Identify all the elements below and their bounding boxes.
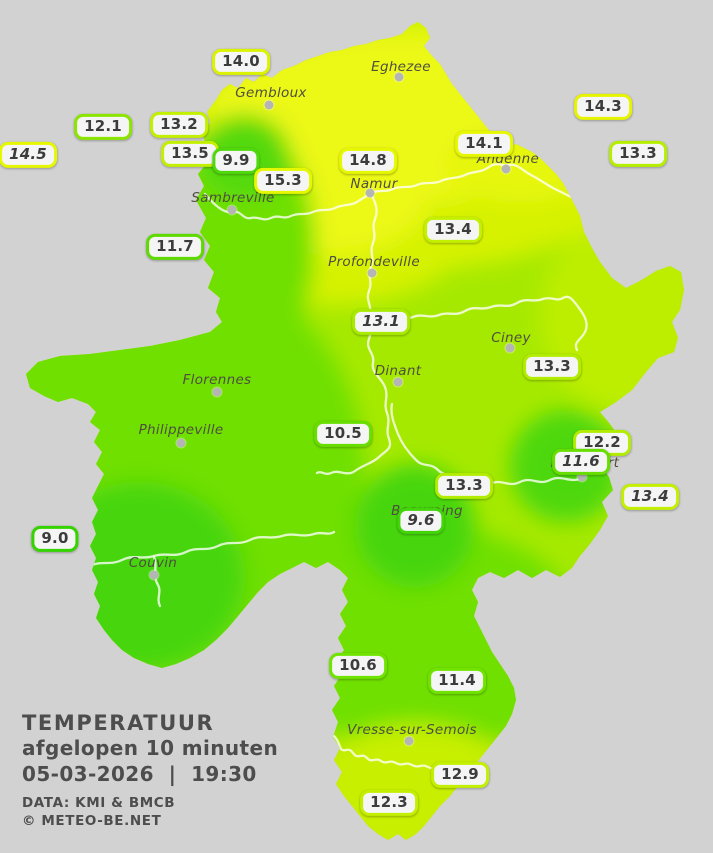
city-dot — [501, 164, 511, 174]
city-label: Sambreville — [191, 190, 275, 206]
temp-label: 10.5 — [314, 420, 372, 448]
city-label: Vresse-sur-Semois — [347, 722, 477, 738]
temp-label: 9.6 — [397, 507, 445, 535]
city-dot — [212, 387, 222, 397]
temp-label: 12.1 — [74, 113, 132, 141]
map-title: TEMPERATUUR — [22, 711, 215, 735]
city-dot — [227, 205, 237, 215]
city-dot — [394, 72, 404, 82]
city-dot — [367, 268, 377, 278]
temp-label: 13.3 — [523, 353, 581, 381]
city-label: Profondeville — [328, 254, 420, 270]
temp-label: 9.0 — [31, 525, 79, 553]
temp-label: 10.6 — [329, 652, 387, 680]
temp-label: 13.5 — [161, 140, 219, 168]
river-semois — [332, 734, 452, 770]
temp-label: 13.3 — [609, 140, 667, 168]
city-label: Ciney — [491, 330, 531, 346]
temp-label: 9.9 — [212, 147, 260, 175]
temp-label: 14.8 — [339, 147, 397, 175]
city-label: Couvin — [128, 555, 178, 571]
data-source: DATA: KMI & BMCB — [22, 795, 176, 811]
title-block: TEMPERATUUR afgelopen 10 minuten 05-03-2… — [22, 711, 278, 830]
temp-label: 14.1 — [455, 130, 513, 158]
temp-label: 15.3 — [254, 167, 312, 195]
city-dot — [264, 100, 274, 110]
copyright: © METEO-BE.NET — [22, 813, 162, 829]
temp-label: 14.3 — [574, 93, 632, 121]
map-subtitle: afgelopen 10 minuten — [22, 736, 279, 760]
city-dot — [365, 188, 375, 198]
temp-label: 14.0 — [212, 48, 270, 76]
city-label: Eghezee — [371, 59, 431, 75]
river-eau-noire-branch — [152, 555, 162, 608]
city-dot — [505, 343, 515, 353]
river-sambre — [203, 191, 373, 221]
temp-label: 13.1 — [352, 308, 410, 336]
map-datetime: 05-03-2026 | 19:30 — [22, 762, 257, 786]
temp-label: 13.2 — [150, 111, 208, 139]
river-meuse-south — [315, 191, 392, 475]
city-dot — [404, 736, 414, 746]
city-label: Gembloux — [235, 85, 307, 101]
temp-label: 14.5 — [0, 141, 57, 169]
city-label: Florennes — [182, 372, 252, 388]
temp-label: 11.7 — [146, 233, 204, 261]
temp-label: 12.9 — [431, 761, 489, 789]
city-label: Dinant — [374, 363, 422, 379]
city-label: Philippeville — [138, 422, 224, 438]
river-eau-noire — [88, 530, 336, 568]
temp-label: 11.6 — [552, 448, 610, 476]
temp-label: 11.4 — [428, 667, 486, 695]
temp-label: 13.4 — [621, 483, 679, 511]
city-label: Namur — [350, 176, 398, 192]
temp-label: 12.3 — [360, 789, 418, 817]
river-bocq — [381, 295, 588, 352]
city-dot — [149, 570, 159, 580]
temp-label: 13.3 — [435, 472, 493, 500]
city-dot — [176, 438, 186, 448]
city-dot — [577, 472, 587, 482]
temp-label: 13.4 — [424, 216, 482, 244]
city-dot — [393, 377, 403, 387]
